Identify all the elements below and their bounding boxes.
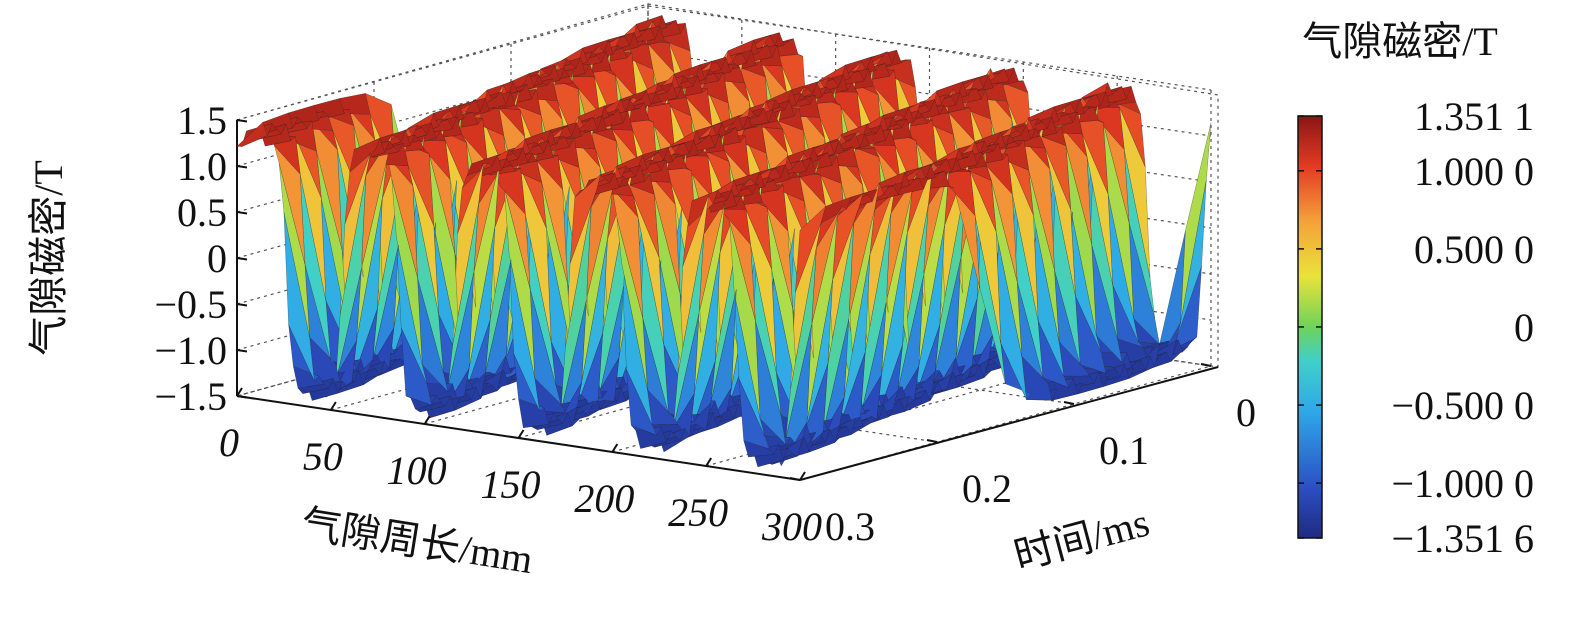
z-tick-mark bbox=[236, 395, 248, 399]
x-tick-label: 250 bbox=[668, 490, 728, 535]
x-tick-mark bbox=[611, 443, 619, 453]
colorbar-ticks: 1.351 1 1.000 0 0.500 0 0 −0.500 0 −1.000 0 −1… bbox=[1298, 94, 1534, 561]
surface-cell bbox=[236, 121, 268, 147]
x-tick-mark bbox=[517, 429, 525, 439]
colorbar: 气隙磁密/T 1.351 1 1.000 0 0.500 0 0 −0.500 0 −1.… bbox=[1297, 19, 1534, 561]
x-tick-label: 300 bbox=[761, 504, 822, 549]
colorbar-tick-label: 1.351 1 bbox=[1414, 94, 1534, 139]
z-axis-ticks: 1.51.00.50−0.5−1.0−1.5 bbox=[154, 98, 248, 419]
y-tick-label: 0 bbox=[1236, 390, 1256, 435]
x-axis-ticks: 0 50 100 150 200 250 300 bbox=[219, 387, 822, 549]
z-tick-mark bbox=[236, 349, 248, 353]
x-tick-label: 50 bbox=[303, 434, 343, 479]
z-tick-label: 1.5 bbox=[177, 98, 227, 143]
z-tick-label: −1.5 bbox=[154, 374, 227, 419]
y-tick-mark bbox=[789, 477, 801, 481]
y-tick-mark bbox=[1063, 401, 1075, 405]
colorbar-tick-label: −0.500 0 bbox=[1391, 383, 1534, 428]
z-tick-mark bbox=[236, 165, 248, 169]
x-floor-gridline bbox=[518, 323, 930, 439]
x-tick-mark bbox=[329, 401, 337, 411]
y-axis-ticks: 0 0.1 0.2 0.3 bbox=[789, 363, 1256, 549]
y-tick-label: 0.3 bbox=[825, 504, 875, 549]
x-tick-mark bbox=[423, 415, 431, 425]
z-tick-label: 1.0 bbox=[177, 144, 227, 189]
z-tick-mark bbox=[236, 211, 248, 215]
z-tick-label: −0.5 bbox=[154, 282, 227, 327]
colorbar-tick-label: −1.351 6 bbox=[1391, 516, 1534, 561]
y-axis-line bbox=[799, 366, 1219, 481]
z-tick-mark bbox=[236, 119, 248, 123]
z-tick-mark bbox=[236, 303, 248, 307]
x-tick-mark bbox=[705, 457, 713, 467]
x-axis-label: 气隙周长/mm bbox=[298, 501, 536, 582]
x-tick-label: 0 bbox=[219, 420, 239, 465]
z-tick-label: 0 bbox=[207, 236, 227, 281]
x-tick-label: 150 bbox=[481, 462, 541, 507]
x-tick-label: 100 bbox=[387, 448, 447, 493]
z-axis-label: 气隙磁密/T bbox=[26, 160, 71, 356]
y-tick-label: 0.1 bbox=[1099, 428, 1149, 473]
z-tick-label: −1.0 bbox=[154, 328, 227, 373]
y-tick-mark bbox=[1200, 363, 1212, 367]
y-axis-label: 时间/ms bbox=[1009, 499, 1154, 578]
z-tick-mark bbox=[236, 257, 248, 261]
surface-plot bbox=[236, 15, 1212, 468]
colorbar-tick-label: 0.500 0 bbox=[1414, 227, 1534, 272]
colorbar-tick-label: −1.000 0 bbox=[1391, 461, 1534, 506]
x-floor-gridline bbox=[330, 295, 742, 411]
colorbar-tick-label: 0 bbox=[1514, 305, 1534, 350]
x-tick-label: 200 bbox=[574, 476, 634, 521]
x-tick-mark bbox=[236, 387, 243, 397]
x-tick-mark bbox=[799, 471, 806, 481]
z-tick-label: 0.5 bbox=[177, 190, 227, 235]
x-floor-gridline bbox=[424, 309, 836, 425]
colorbar-tick-label: 1.000 0 bbox=[1414, 149, 1534, 194]
y-tick-label: 0.2 bbox=[962, 466, 1012, 511]
y-tick-mark bbox=[926, 439, 938, 443]
colorbar-title: 气隙磁密/T bbox=[1302, 19, 1498, 64]
